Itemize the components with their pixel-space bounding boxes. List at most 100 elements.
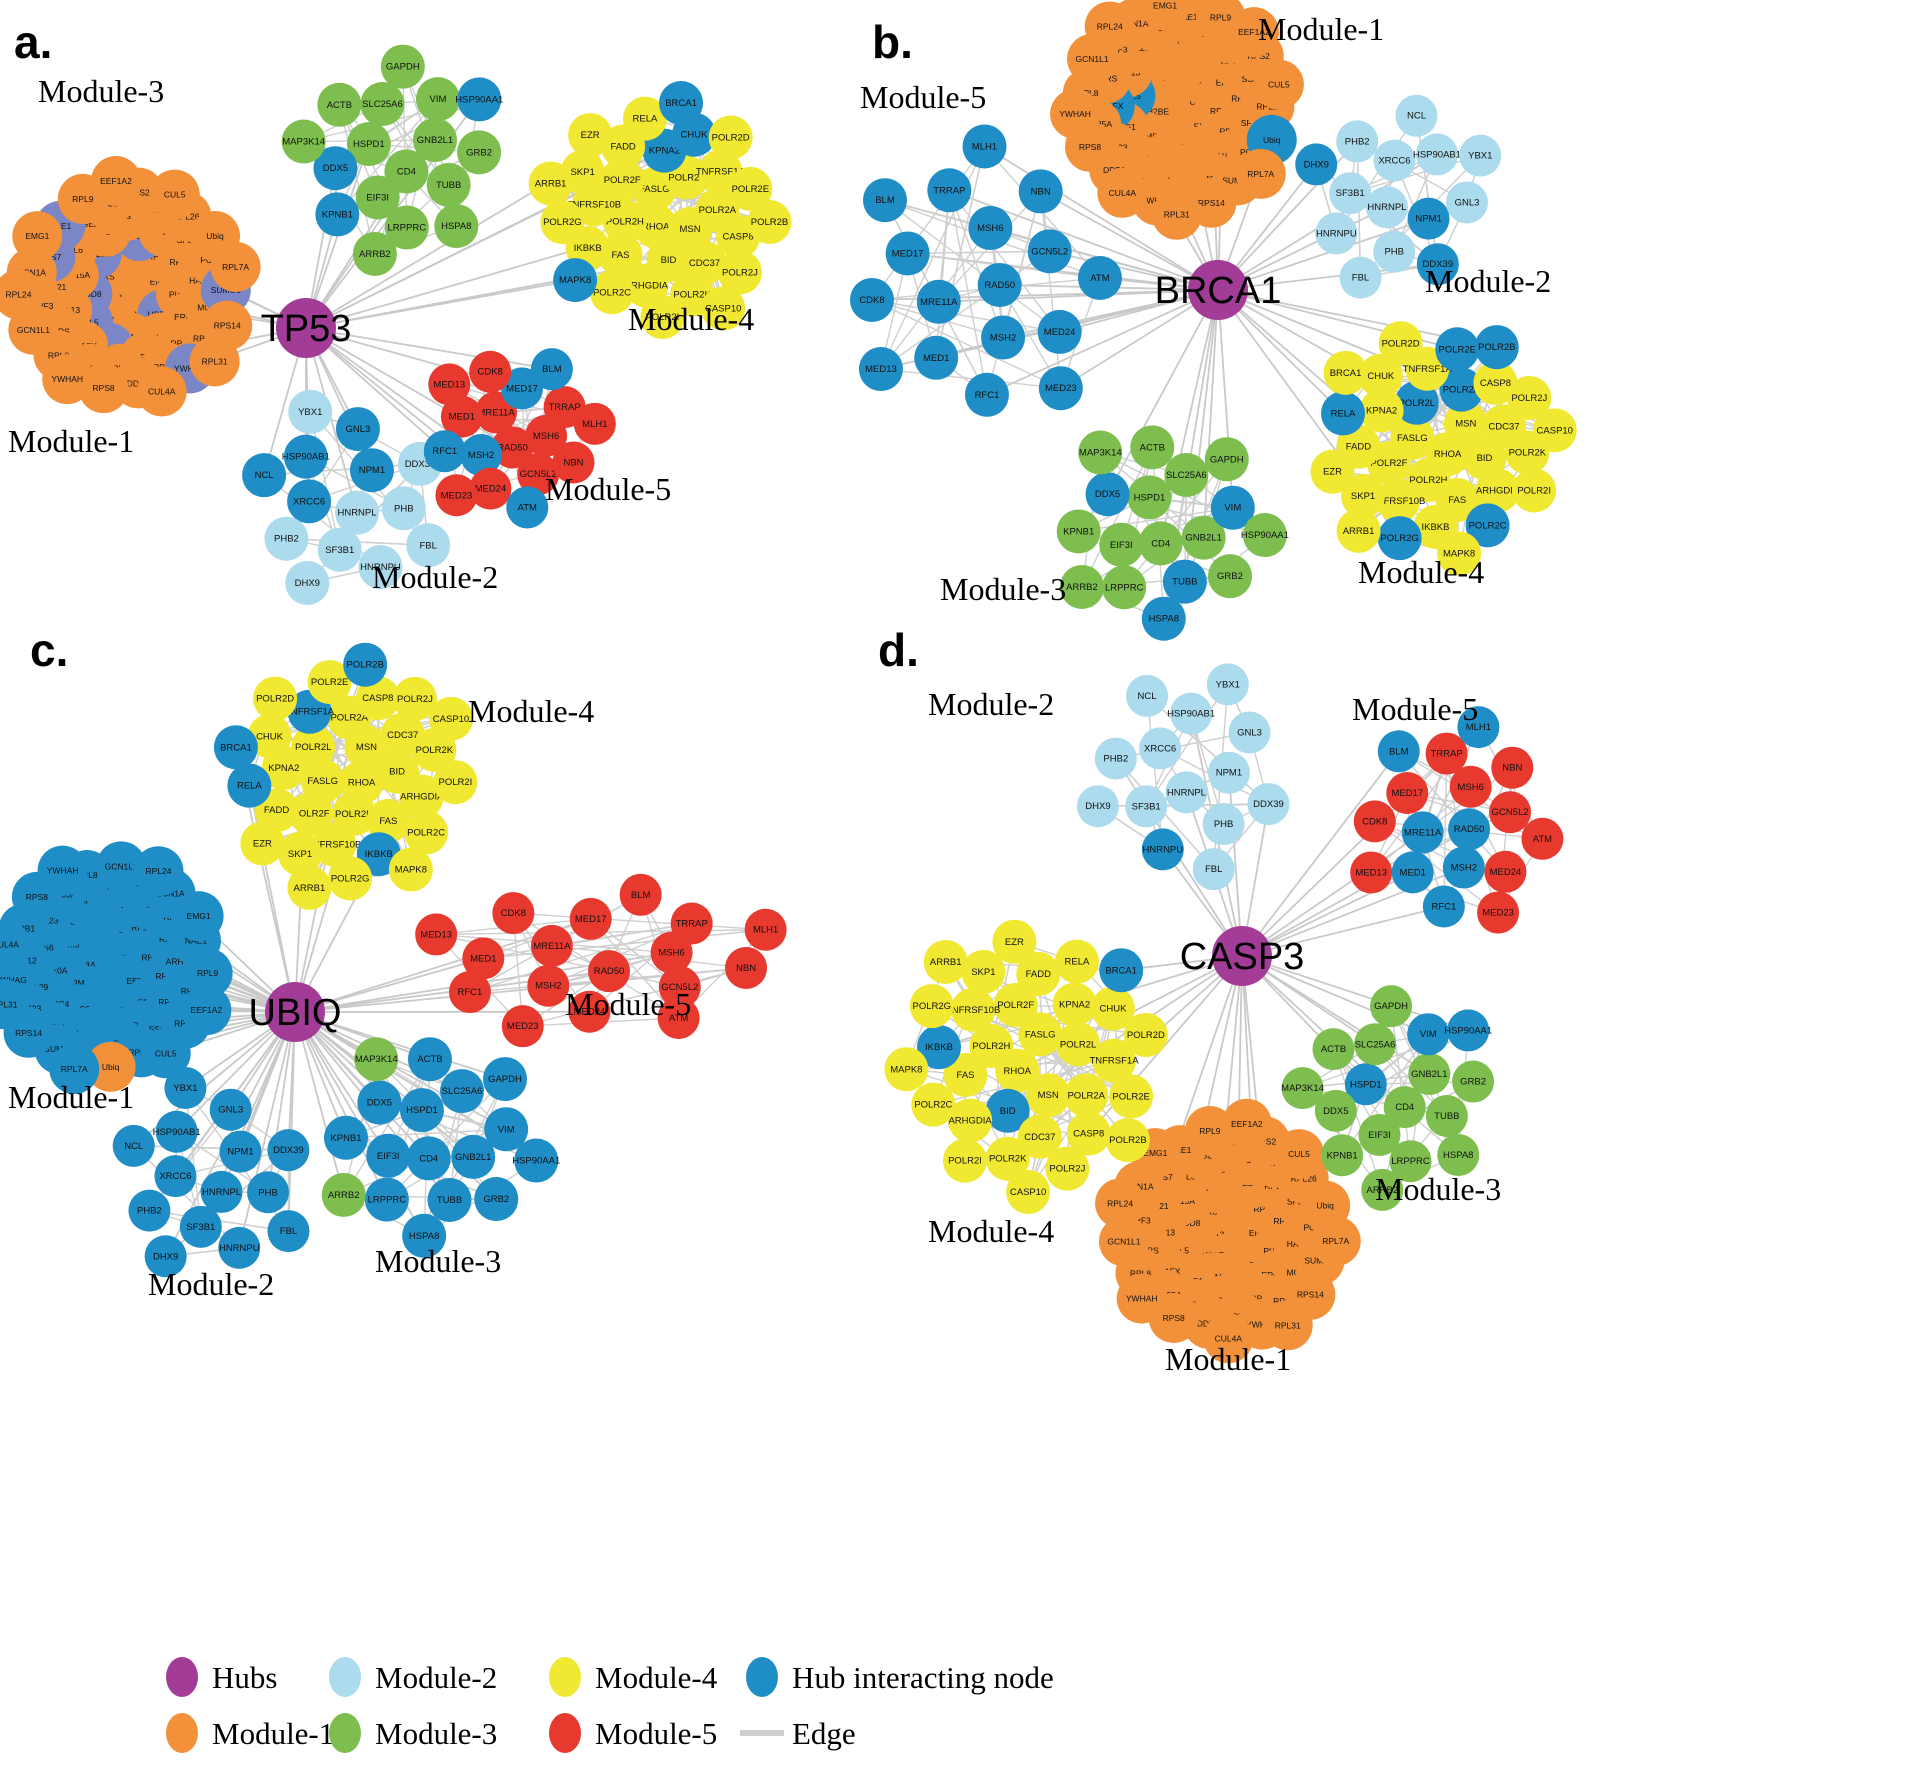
- node-SLC25A6: [1354, 1023, 1397, 1066]
- node-GRB2: [1207, 554, 1252, 599]
- edge: [1398, 750, 1506, 873]
- node-HSPA8: [402, 1213, 447, 1258]
- edge: [1146, 695, 1269, 805]
- panel-letter-b: b.: [872, 16, 913, 68]
- node-ARHGDIA: [1475, 468, 1520, 513]
- node-HSPD1: [1127, 475, 1172, 520]
- node-POLR2C: [911, 1082, 956, 1127]
- hub-edge: [305, 327, 446, 452]
- node-FASLG: [1018, 1012, 1063, 1057]
- node-POLR2H: [969, 1024, 1014, 1069]
- node-FAS: [366, 798, 411, 843]
- node-EIF3I: [355, 175, 400, 220]
- node-DDX5: [357, 1080, 402, 1125]
- node-KPNB1: [315, 192, 360, 237]
- legend-swatch-module4: [549, 1657, 581, 1697]
- hub-label-UBIQ: UBIQ: [249, 992, 342, 1034]
- legend-item-module3: Module-3: [329, 1713, 497, 1753]
- node-MED23: [1038, 366, 1083, 411]
- node-MED23: [501, 1005, 544, 1048]
- node-PHB2: [1094, 737, 1137, 780]
- node-ATM: [657, 996, 700, 1039]
- edge: [1145, 683, 1229, 807]
- node-MSH2: [527, 964, 570, 1007]
- node-POLR2L: [1394, 380, 1439, 425]
- node-HNRNPU: [1141, 828, 1184, 871]
- node-MED17: [1386, 772, 1429, 815]
- node-POLR2E: [307, 660, 352, 705]
- node-POLR2F: [993, 983, 1038, 1028]
- node-POLR2D: [1378, 321, 1423, 366]
- node-GNL3: [335, 407, 380, 452]
- node-GCN1L1: [96, 841, 147, 892]
- edge: [1390, 1006, 1412, 1162]
- node-YBX1: [288, 389, 333, 434]
- node-POLR2E: [1435, 327, 1480, 372]
- hub-edge: [1060, 289, 1219, 389]
- module-label-module3-c: Module-3: [375, 1243, 501, 1279]
- module-label-module1-d: Module-1: [1165, 1341, 1291, 1377]
- node-MLH1: [1457, 706, 1500, 749]
- hub-node-TP53: [276, 298, 336, 358]
- hub-edge: [287, 1011, 296, 1232]
- node-GNB2L1: [1408, 1053, 1451, 1096]
- node-MED24: [469, 467, 512, 510]
- node-ARRB1: [287, 865, 332, 910]
- node-DDX5: [313, 146, 358, 191]
- node-ACTB: [317, 82, 362, 127]
- module-label-module5-c: Module-5: [565, 986, 691, 1022]
- node-MSN: [1026, 1073, 1071, 1118]
- module-label-module3-d: Module-3: [1375, 1171, 1501, 1207]
- node-LRPPRC: [1389, 1140, 1432, 1183]
- node-EIF3I: [1358, 1113, 1401, 1156]
- node-RPL24: [0, 269, 44, 320]
- hub-edge: [294, 957, 484, 1013]
- node-ACTB: [1130, 425, 1175, 470]
- edge: [133, 1145, 240, 1249]
- node-HSP90AB1: [1416, 133, 1459, 176]
- node-YWHAH: [37, 845, 88, 896]
- node-MLH1: [962, 124, 1007, 169]
- node-MED13: [1350, 851, 1393, 894]
- node-MAP3K14: [281, 119, 326, 164]
- node-YBX1: [1459, 134, 1502, 177]
- node-POLR2D: [1123, 1013, 1168, 1058]
- legend-label-module5: Module-5: [595, 1716, 717, 1751]
- edge: [880, 368, 1061, 389]
- node-FBL: [1339, 256, 1382, 299]
- node-TUBB: [426, 162, 471, 207]
- node-NPM1: [219, 1130, 262, 1173]
- node-LRPPRC: [1102, 565, 1147, 610]
- node-POLR2C: [404, 810, 449, 855]
- node-MLH1: [573, 402, 616, 445]
- node-POLR2I: [640, 295, 685, 340]
- node-MED24: [1484, 850, 1527, 893]
- node-XRCC6: [1139, 727, 1182, 770]
- node-EEF1A2: [90, 156, 141, 207]
- node-HSPD1: [346, 122, 391, 167]
- module-label-module1-b: Module-1: [1258, 11, 1384, 47]
- node-NBN: [1491, 746, 1534, 789]
- node-HSP90AA1: [457, 77, 502, 122]
- edge: [1415, 115, 1439, 265]
- node-HNRNPL: [335, 490, 380, 535]
- edge: [1115, 731, 1250, 760]
- edge: [264, 463, 421, 476]
- edge: [513, 912, 766, 931]
- edge: [1443, 753, 1448, 907]
- module-label-module2-a: Module-2: [372, 559, 498, 595]
- node-NPM1: [1407, 197, 1450, 240]
- node-SLC25A6: [439, 1069, 484, 1114]
- node-RFC1: [448, 971, 491, 1014]
- node-VIM: [415, 77, 460, 122]
- node-TNFRSF10B: [1376, 478, 1421, 523]
- node-MED23: [1477, 891, 1520, 934]
- node-ATM: [506, 486, 549, 529]
- node-POLR2G: [540, 200, 585, 245]
- node-DDX5: [1085, 472, 1130, 517]
- node-MSH2: [460, 433, 503, 476]
- legend-label-module1: Module-1: [212, 1716, 334, 1751]
- legend-item-module5: Module-5: [549, 1713, 717, 1753]
- node-CUL5: [140, 1028, 191, 1079]
